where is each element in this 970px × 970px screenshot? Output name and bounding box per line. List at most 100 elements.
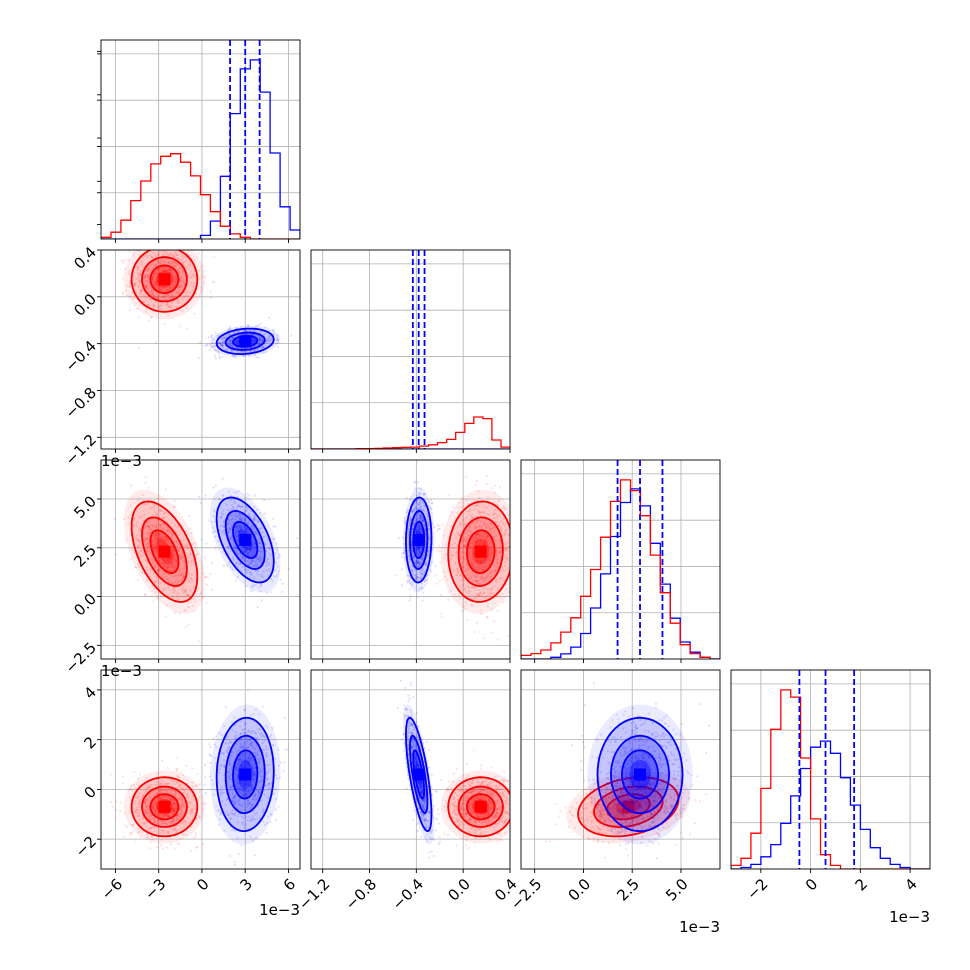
sample-point — [217, 342, 221, 345]
sample-point — [264, 543, 267, 546]
sample-point — [254, 338, 257, 341]
sample-point — [495, 559, 498, 562]
sample-point — [149, 527, 153, 531]
sample-point — [174, 601, 177, 604]
sample-point — [270, 590, 273, 594]
sample-point — [488, 528, 491, 531]
sample-point — [267, 538, 270, 541]
y-tick-label: −0.4 — [62, 337, 100, 375]
sample-point — [253, 349, 257, 352]
sample-point — [503, 555, 506, 558]
sample-point — [235, 525, 238, 528]
sample-point — [236, 534, 239, 537]
sample-point — [226, 508, 229, 511]
sample-point — [137, 275, 140, 278]
sample-point — [198, 269, 201, 272]
sample-point — [144, 310, 148, 313]
sample-point — [245, 527, 248, 530]
sample-point — [183, 295, 186, 298]
sample-point — [523, 541, 525, 543]
sample-point — [240, 532, 243, 535]
sample-point — [162, 538, 166, 542]
sample-point — [154, 565, 157, 568]
sample-point — [480, 559, 484, 562]
sample-point — [254, 340, 257, 343]
sample-point — [145, 280, 148, 283]
sample-point — [114, 800, 117, 804]
sample-point — [230, 518, 233, 522]
sample-point — [149, 298, 152, 301]
sample-point — [214, 349, 217, 352]
sample-point — [166, 525, 169, 529]
sample-point — [114, 816, 117, 819]
sample-point — [252, 349, 255, 352]
sample-point — [160, 524, 163, 527]
density-peak — [239, 335, 252, 348]
sample-point — [222, 524, 225, 527]
sample-point — [466, 503, 469, 506]
sample-point — [139, 554, 143, 557]
sample-point — [204, 344, 207, 347]
sample-point — [171, 551, 174, 554]
sample-point — [167, 580, 171, 584]
sample-point — [223, 336, 226, 339]
sample-point — [206, 344, 209, 347]
sample-point — [454, 516, 457, 519]
sample-point — [274, 552, 277, 555]
sample-point — [167, 245, 169, 247]
sample-point — [136, 521, 139, 524]
sample-point — [237, 530, 240, 533]
sample-point — [466, 566, 469, 570]
sample-point — [234, 346, 237, 349]
sample-point — [212, 531, 215, 534]
sample-point — [477, 504, 480, 507]
sample-point — [164, 270, 168, 273]
sample-point — [171, 277, 175, 280]
sample-point — [157, 531, 160, 535]
sample-point — [512, 558, 514, 560]
sample-point — [165, 529, 168, 532]
sample-point — [139, 292, 142, 295]
sample-point — [438, 544, 441, 547]
sample-point — [258, 559, 261, 563]
sample-point — [478, 592, 481, 596]
sample-point — [187, 623, 190, 626]
sample-point — [162, 543, 165, 547]
sample-point — [259, 322, 262, 325]
sample-point — [256, 572, 259, 575]
sample-point — [258, 335, 261, 338]
sample-point — [173, 589, 176, 593]
sample-point — [482, 543, 485, 546]
sample-point — [147, 275, 150, 278]
sample-point — [234, 534, 237, 537]
sample-point — [482, 579, 485, 583]
sample-point — [175, 278, 178, 281]
sample-point — [180, 280, 183, 283]
sample-point — [214, 547, 217, 550]
sample-point — [243, 550, 246, 553]
sample-point — [174, 256, 177, 259]
sample-point — [162, 539, 165, 543]
sample-point — [164, 488, 167, 491]
sample-point — [157, 559, 160, 563]
sample-point — [153, 535, 156, 538]
sample-point — [232, 506, 235, 509]
sample-point — [239, 514, 242, 517]
sample-point — [258, 511, 262, 515]
sample-point — [175, 291, 178, 295]
sample-point — [230, 503, 234, 506]
sample-point — [237, 537, 240, 540]
sample-point — [122, 261, 125, 264]
sample-point — [168, 306, 171, 309]
sample-point — [166, 565, 169, 568]
sample-point — [242, 515, 245, 518]
sample-point — [474, 540, 477, 543]
sample-point — [143, 284, 146, 287]
sample-point — [264, 344, 267, 347]
sample-point — [166, 529, 169, 532]
sample-point — [228, 343, 231, 346]
sample-point — [137, 277, 140, 280]
sample-point — [140, 287, 143, 290]
sample-point — [155, 283, 158, 286]
sample-point — [290, 334, 293, 337]
